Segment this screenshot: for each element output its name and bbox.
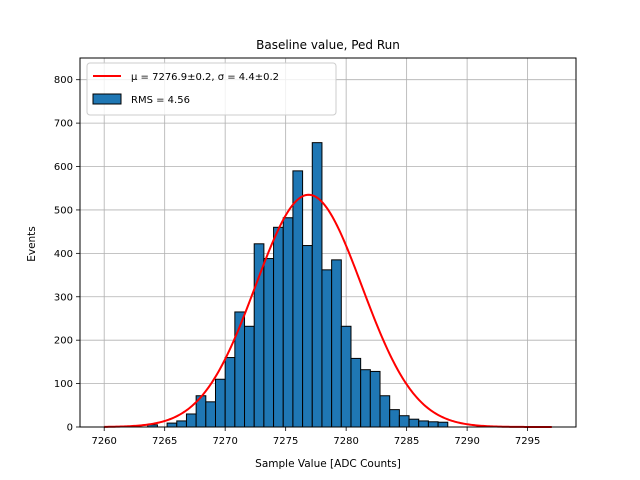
x-tick-label: 7265 xyxy=(152,436,177,447)
histogram-bar xyxy=(408,418,420,428)
x-tick-label: 7290 xyxy=(454,436,479,447)
histogram-bar xyxy=(427,421,439,428)
histogram-bar xyxy=(331,259,342,428)
histogram-bar xyxy=(273,226,284,428)
x-tick-label: 7280 xyxy=(333,436,358,447)
histogram-bar xyxy=(350,357,362,428)
histogram-bar xyxy=(369,370,381,428)
y-tick-label: 500 xyxy=(54,205,73,216)
histogram-bar xyxy=(253,243,265,428)
y-tick-label: 300 xyxy=(54,292,73,303)
y-tick-label: 800 xyxy=(54,75,73,86)
y-tick-label: 700 xyxy=(54,119,73,130)
histogram-bar xyxy=(379,395,391,428)
histogram-bar xyxy=(214,378,226,428)
legend-histogram-label: RMS = 4.56 xyxy=(131,95,190,106)
y-axis-label: Events xyxy=(26,226,38,262)
y-tick-label: 100 xyxy=(54,379,73,390)
histogram-bar xyxy=(263,258,275,428)
histogram-bar xyxy=(340,325,352,428)
histogram-bar xyxy=(389,409,400,428)
histogram-bar xyxy=(292,170,304,428)
histogram-bar xyxy=(244,325,255,428)
x-tick-label: 7260 xyxy=(91,436,116,447)
x-axis-ticks: 7260 7265 7270 7275 7280 7285 7290 7295 xyxy=(91,427,540,447)
histogram-bar xyxy=(360,369,371,428)
histogram-bars xyxy=(127,142,449,428)
axes-frame xyxy=(79,57,577,428)
gaussian-fit-curve xyxy=(104,193,552,428)
legend-histogram-swatch xyxy=(92,93,122,105)
y-tick-label: 600 xyxy=(54,162,73,173)
y-tick-label: 400 xyxy=(54,249,73,260)
histogram-bar xyxy=(311,142,323,428)
histogram-bar xyxy=(437,421,449,428)
y-axis-ticks: 0 100 200 300 400 500 600 700 800 xyxy=(54,75,80,434)
y-tick-label: 0 xyxy=(67,423,73,434)
histogram-bar xyxy=(302,245,313,428)
x-axis-label: Sample Value [ADC Counts] xyxy=(255,458,401,470)
chart-title: Baseline value, Ped Run xyxy=(256,38,400,52)
x-tick-label: 7270 xyxy=(212,436,237,447)
histogram-bar xyxy=(224,357,236,428)
histogram-bar xyxy=(176,420,187,428)
x-tick-label: 7275 xyxy=(273,436,298,447)
histogram-bar xyxy=(185,413,197,428)
histogram-bar xyxy=(205,401,216,428)
histogram-bar xyxy=(418,420,429,428)
legend-box xyxy=(86,62,337,116)
histogram-bar xyxy=(166,422,178,428)
x-tick-label: 7295 xyxy=(515,436,540,447)
legend-fit-label: μ = 7276.9±0.2, σ = 4.4±0.2 xyxy=(131,72,279,83)
legend: μ = 7276.9±0.2, σ = 4.4±0.2 RMS = 4.56 xyxy=(86,62,337,116)
histogram-bar xyxy=(398,415,410,428)
histogram-bar xyxy=(282,217,294,428)
histogram-bar xyxy=(321,269,333,428)
y-tick-label: 200 xyxy=(54,336,73,347)
axes-border xyxy=(79,57,577,428)
x-tick-label: 7285 xyxy=(394,436,419,447)
